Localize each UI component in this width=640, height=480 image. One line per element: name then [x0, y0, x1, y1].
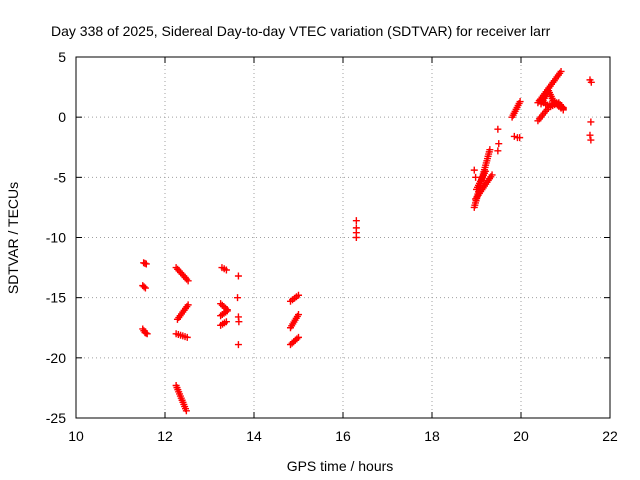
x-tick-label: 14	[246, 428, 262, 444]
data-point	[184, 301, 192, 309]
x-axis-label: GPS time / hours	[287, 458, 394, 474]
x-tick-label: 12	[157, 428, 173, 444]
data-point	[183, 333, 191, 341]
data-point	[234, 341, 242, 349]
data-point	[587, 136, 595, 144]
data-point	[516, 98, 524, 106]
data-point	[184, 277, 192, 285]
data-point	[295, 291, 302, 299]
data-point	[557, 67, 565, 75]
y-axis-label: SDTVAR / TECUs	[5, 182, 21, 294]
x-tick-label: 10	[68, 428, 84, 444]
y-tick-label: -15	[46, 290, 66, 306]
y-tick-label: -5	[54, 169, 67, 185]
x-tick-label: 18	[424, 428, 440, 444]
data-points	[139, 67, 595, 415]
data-point	[587, 118, 595, 126]
data-point	[352, 217, 360, 225]
y-tick-label: 0	[58, 109, 66, 125]
data-point	[486, 146, 494, 154]
data-point	[352, 234, 360, 241]
data-point	[143, 330, 151, 338]
data-point	[587, 78, 595, 86]
data-point	[141, 284, 149, 292]
data-point	[495, 140, 503, 148]
data-point	[494, 125, 502, 133]
data-point	[472, 173, 480, 181]
x-tick-label: 22	[602, 428, 618, 444]
data-point	[234, 272, 242, 280]
data-point	[586, 131, 594, 139]
data-point	[470, 166, 478, 174]
data-point	[494, 147, 502, 155]
data-point	[516, 134, 524, 142]
data-point	[142, 260, 150, 268]
y-tick-label: -25	[46, 410, 66, 426]
x-tick-label: 20	[513, 428, 529, 444]
data-point	[235, 318, 243, 326]
data-point	[222, 318, 230, 326]
data-point	[295, 333, 302, 341]
data-point	[295, 311, 302, 319]
x-ticks: 10 12 14 16 18 20 22	[68, 57, 618, 444]
data-point	[481, 167, 489, 175]
x-tick-label: 16	[335, 428, 351, 444]
data-point	[234, 294, 242, 302]
data-point	[222, 266, 230, 274]
y-ticks: 5 0 -5 -10 -15 -20 -25	[46, 49, 610, 426]
chart-title: Day 338 of 2025, Sidereal Day-to-day VTE…	[51, 23, 551, 39]
y-tick-label: 5	[58, 49, 66, 65]
y-tick-label: -10	[46, 230, 66, 246]
data-point	[559, 105, 567, 113]
data-point	[510, 132, 518, 140]
y-tick-label: -20	[46, 350, 66, 366]
data-point	[488, 171, 496, 179]
data-point	[223, 307, 231, 315]
data-point	[182, 407, 190, 415]
grid	[76, 57, 610, 418]
data-point	[140, 283, 148, 291]
data-point	[293, 335, 301, 343]
